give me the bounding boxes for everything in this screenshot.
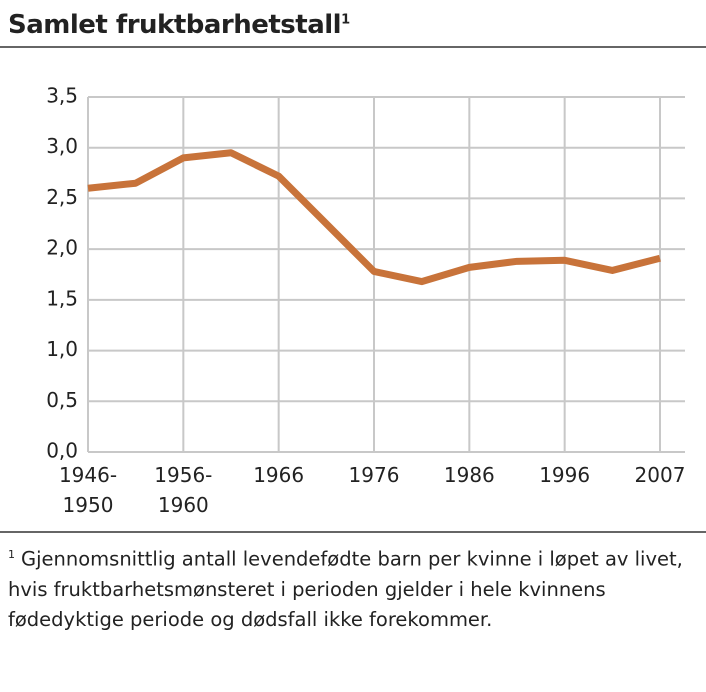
x-tick-label: 1976	[348, 463, 400, 487]
y-tick-label: 0,5	[46, 388, 78, 412]
data-line	[87, 149, 661, 286]
y-tick-label: 3,0	[46, 134, 78, 158]
x-tick-label: 1956-1960	[154, 463, 213, 517]
x-tick-label: 1946-1950	[58, 463, 118, 517]
y-tick-label: 2,5	[46, 185, 78, 209]
x-tick-label: 1996	[539, 463, 591, 487]
footnote-marker: 1	[8, 548, 15, 561]
x-tick-label: 2007	[634, 463, 686, 487]
footnote: 1 Gjennomsnittlig antall levendefødte bar…	[8, 540, 688, 635]
chart-title: Samlet fruktbarhetstall1	[8, 10, 350, 40]
x-tick-label: 1986	[443, 463, 495, 487]
y-tick-label: 3,5	[46, 84, 78, 108]
y-tick-label: 0,0	[46, 439, 78, 463]
footnote-text: Gjennomsnittlig antall levendefødte barn…	[8, 547, 683, 631]
title-note: 1	[341, 12, 350, 28]
y-tick-label: 1,5	[46, 286, 78, 310]
y-tick-label: 1,0	[46, 337, 78, 361]
y-tick-label: 2,0	[46, 236, 78, 260]
title-text: Samlet fruktbarhetstall	[8, 10, 342, 40]
x-tick-label: 1966	[253, 463, 305, 487]
